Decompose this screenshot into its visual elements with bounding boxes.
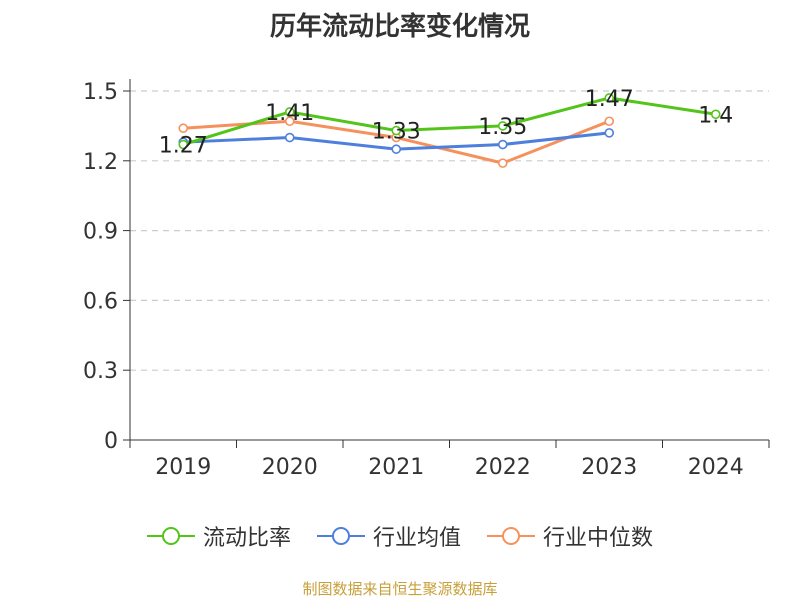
- series-line: [182, 96, 716, 146]
- legend: 流动比率 行业均值 行业中位数: [0, 520, 800, 552]
- data-point: [497, 139, 508, 150]
- x-tick-label: 2024: [688, 455, 744, 480]
- x-tick-label: 2023: [581, 455, 637, 480]
- legend-swatch-current-ratio: [146, 527, 195, 545]
- y-tick-label: 0: [104, 429, 118, 454]
- legend-label-current-ratio: 流动比率: [202, 526, 291, 551]
- data-point: [604, 128, 615, 138]
- data-point: [284, 132, 295, 143]
- data-label: 1.27: [159, 134, 208, 159]
- data-point: [178, 123, 189, 134]
- data-point: [284, 107, 295, 117]
- data-label: 1.41: [265, 101, 314, 126]
- y-tick-label: 1.5: [83, 80, 118, 105]
- data-point: [391, 125, 402, 136]
- x-tick-label: 2019: [155, 455, 211, 480]
- data-point: [604, 93, 615, 103]
- data-point: [391, 144, 402, 154]
- x-tick-label: 2021: [368, 455, 424, 480]
- data-label: 1.33: [372, 120, 421, 145]
- legend-swatch-industry-median: [487, 527, 535, 545]
- data-source-note: 制图数据来自恒生聚源数据库: [302, 580, 498, 598]
- data-point: [178, 139, 189, 150]
- data-point: [604, 116, 615, 127]
- chart-title: 历年流动比率变化情况: [269, 12, 530, 42]
- legend-label-industry-median: 行业中位数: [543, 526, 654, 551]
- x-tick-label: 2020: [262, 455, 318, 480]
- data-point: [284, 116, 295, 127]
- data-point: [497, 158, 508, 168]
- y-tick-label: 0.3: [83, 359, 118, 384]
- data-point: [710, 109, 721, 120]
- legend-label-industry-mean: 行业均值: [372, 526, 461, 551]
- y-tick-label: 0.6: [83, 289, 118, 314]
- data-label: 1.4: [698, 103, 733, 128]
- legend-item-industry-mean[interactable]: 行业均值: [316, 520, 461, 552]
- y-tick-label: 0.9: [83, 220, 118, 245]
- legend-item-current-ratio[interactable]: 流动比率: [146, 520, 291, 552]
- x-tick-label: 2022: [475, 455, 531, 480]
- legend-swatch-industry-mean: [316, 527, 365, 545]
- data-label: 1.47: [585, 87, 634, 112]
- y-tick-label: 1.2: [83, 150, 118, 175]
- legend-item-industry-median[interactable]: 行业中位数: [487, 520, 653, 552]
- data-point: [497, 121, 508, 131]
- data-label: 1.35: [478, 115, 527, 140]
